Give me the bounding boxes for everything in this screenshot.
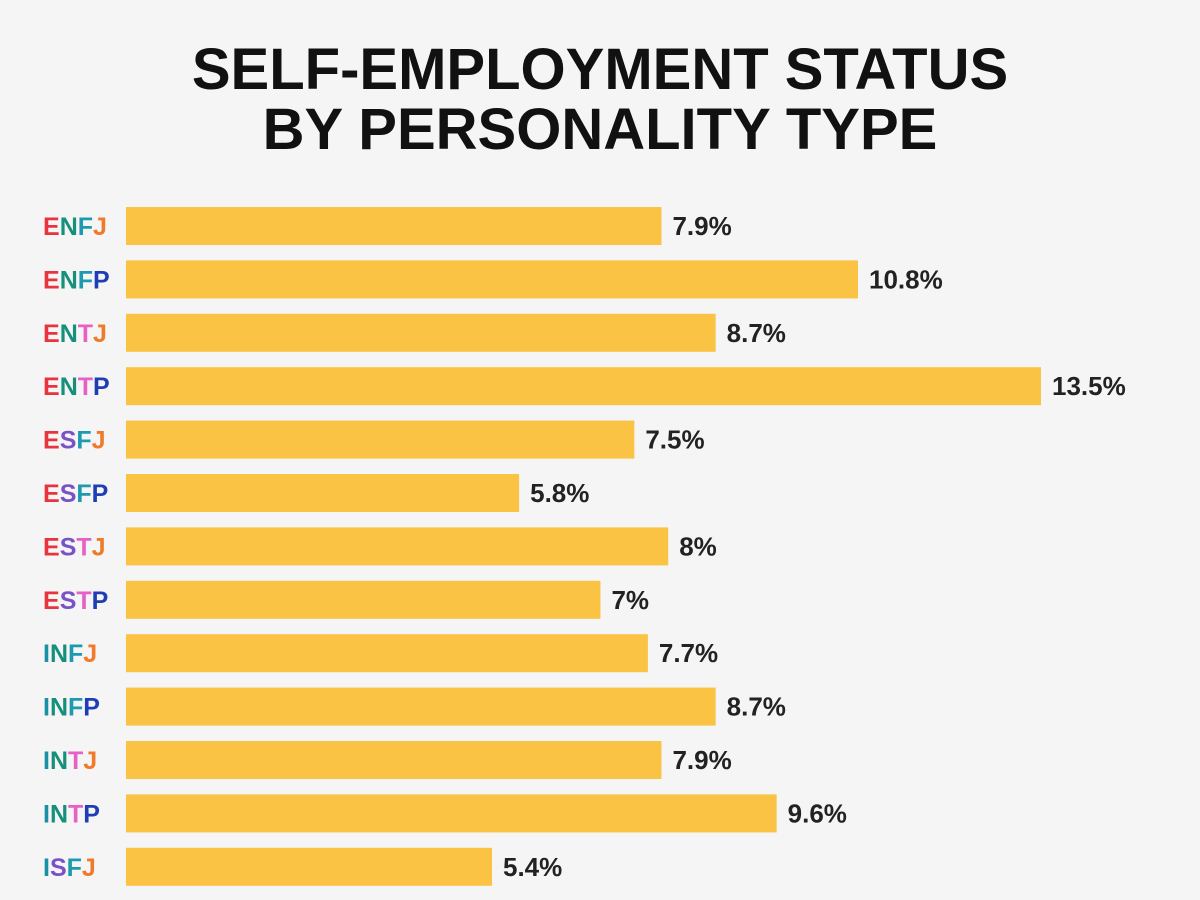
bar-infj [126, 634, 648, 673]
category-label-infp: INFP [43, 694, 100, 722]
category-label-estj: ESTJ [43, 533, 106, 561]
bar-enfp [126, 260, 858, 299]
value-label-intj: 7.9% [672, 745, 731, 775]
bar-estp [126, 580, 601, 619]
value-label-esfp: 5.8% [530, 478, 589, 508]
bar-enfj [126, 207, 662, 245]
value-label-entj: 8.7% [727, 318, 786, 348]
bar-entp [126, 367, 1041, 406]
bar-intp [126, 794, 777, 833]
value-label-enfp: 10.8% [869, 264, 943, 294]
value-label-estp: 7% [611, 585, 649, 615]
category-label-infj: INFJ [43, 640, 97, 668]
category-label-entp: ENTP [43, 373, 110, 401]
bar-isfj [126, 847, 492, 886]
category-label-esfj: ESFJ [43, 427, 106, 455]
bar-infp [126, 687, 716, 726]
bar-esfp [126, 474, 520, 512]
value-label-entp: 13.5% [1052, 371, 1126, 401]
category-label-esfp: ESFP [43, 480, 108, 508]
chart-title-line-2: BY PERSONALITY TYPE [262, 97, 938, 162]
value-label-infj: 7.7% [659, 638, 718, 668]
category-label-entj: ENTJ [43, 320, 107, 348]
category-label-isfj: ISFJ [43, 854, 96, 882]
category-label-enfj: ENFJ [43, 213, 107, 241]
bar-estj [126, 527, 669, 566]
bar-entj [126, 313, 716, 352]
category-label-enfp: ENFP [43, 266, 110, 294]
chart-title-line-1: SELF-EMPLOYMENT STATUS [191, 37, 1009, 102]
bar-esfj [126, 420, 635, 459]
category-label-estp: ESTP [43, 587, 108, 615]
value-label-estj: 8% [679, 531, 717, 561]
value-label-enfj: 7.9% [672, 211, 731, 241]
value-label-esfj: 7.5% [645, 425, 704, 455]
bar-intj [126, 741, 662, 779]
chart-title: SELF-EMPLOYMENT STATUS BY PERSONALITY TY… [0, 40, 1200, 160]
value-label-intp: 9.6% [788, 798, 847, 828]
category-label-intj: INTJ [43, 747, 97, 775]
value-label-isfj: 5.4% [503, 852, 562, 882]
value-label-infp: 8.7% [727, 692, 786, 722]
category-label-intp: INTP [43, 800, 100, 828]
